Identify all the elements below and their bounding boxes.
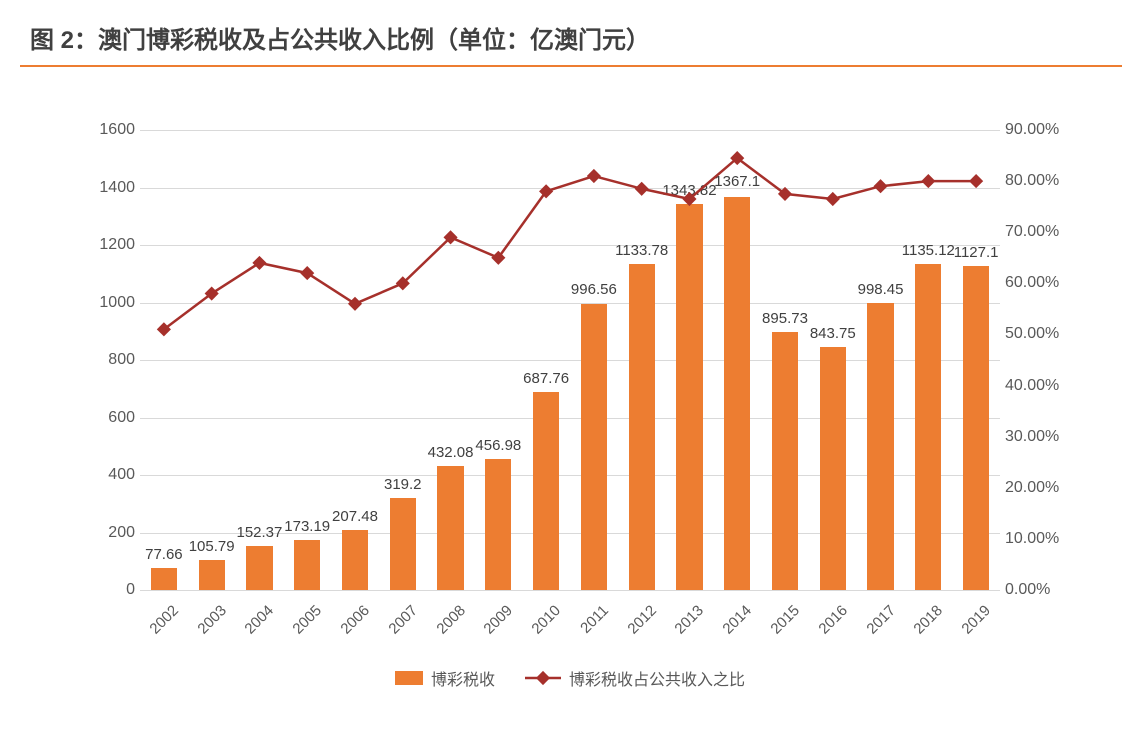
line-marker [873, 179, 887, 193]
x-tick-label: 2016 [815, 602, 851, 638]
y-right-tick: 90.00% [1005, 121, 1070, 139]
y-left-tick: 1200 [85, 236, 135, 254]
legend-line-label: 博彩税收占公共收入之比 [569, 666, 745, 690]
line-layer [140, 130, 1000, 590]
y-left-tick: 600 [85, 409, 135, 427]
x-tick-label: 2007 [385, 602, 421, 638]
legend-item-line: 博彩税收占公共收入之比 [525, 666, 745, 690]
x-tick-label: 2013 [672, 602, 708, 638]
y-left-tick: 800 [85, 351, 135, 369]
x-tick-label: 2017 [863, 602, 899, 638]
legend-line-swatch [525, 670, 561, 686]
chart-title: 图 2：澳门博彩税收及占公共收入比例（单位：亿澳门元） [0, 0, 1142, 65]
y-right-tick: 20.00% [1005, 479, 1070, 497]
line-series [164, 158, 976, 329]
y-right-tick: 40.00% [1005, 377, 1070, 395]
y-right-tick: 70.00% [1005, 223, 1070, 241]
legend-bar-label: 博彩税收 [431, 666, 495, 690]
y-right-tick: 50.00% [1005, 325, 1070, 343]
line-marker [635, 182, 649, 196]
legend-item-bar: 博彩税收 [395, 666, 495, 690]
x-tick-label: 2009 [481, 602, 517, 638]
x-tick-label: 2004 [242, 602, 278, 638]
line-marker [826, 192, 840, 206]
title-divider [20, 65, 1122, 67]
x-tick-label: 2005 [290, 602, 326, 638]
x-tick-label: 2019 [959, 602, 995, 638]
x-tick-label: 2008 [433, 602, 469, 638]
plot-area: 020040060080010001200140016000.00%10.00%… [140, 130, 1000, 590]
x-tick-label: 2006 [337, 602, 373, 638]
line-marker [587, 169, 601, 183]
x-tick-label: 2002 [146, 602, 182, 638]
y-right-tick: 80.00% [1005, 172, 1070, 190]
y-left-tick: 400 [85, 466, 135, 484]
x-tick-label: 2015 [767, 602, 803, 638]
line-marker [348, 297, 362, 311]
line-marker [300, 266, 314, 280]
line-marker [252, 256, 266, 270]
y-right-tick: 0.00% [1005, 581, 1070, 599]
chart-container: 020040060080010001200140016000.00%10.00%… [80, 120, 1060, 680]
y-left-tick: 1400 [85, 179, 135, 197]
legend: 博彩税收 博彩税收占公共收入之比 [80, 666, 1060, 690]
x-tick-label: 2018 [911, 602, 947, 638]
x-tick-label: 2010 [529, 602, 565, 638]
legend-bar-swatch [395, 671, 423, 685]
x-tick-label: 2014 [720, 602, 756, 638]
y-right-tick: 10.00% [1005, 530, 1070, 548]
x-tick-label: 2003 [194, 602, 230, 638]
y-left-tick: 1000 [85, 294, 135, 312]
y-left-tick: 200 [85, 524, 135, 542]
y-left-tick: 0 [85, 581, 135, 599]
y-right-tick: 60.00% [1005, 274, 1070, 292]
y-right-tick: 30.00% [1005, 428, 1070, 446]
line-marker [921, 174, 935, 188]
line-marker [969, 174, 983, 188]
y-left-tick: 1600 [85, 121, 135, 139]
x-tick-label: 2012 [624, 602, 660, 638]
x-tick-label: 2011 [577, 602, 612, 637]
